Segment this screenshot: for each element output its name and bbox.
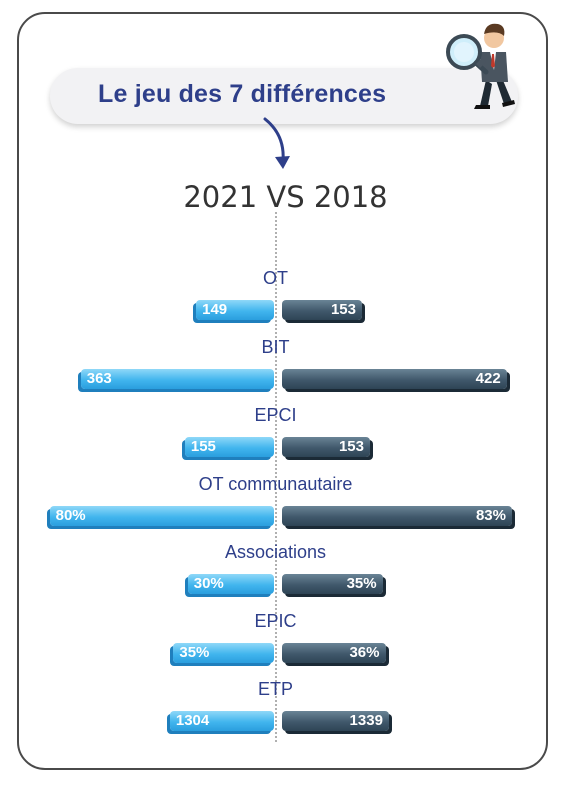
category-label: BIT xyxy=(261,336,290,357)
chart-subtitle: 2021 VS 2018 xyxy=(183,180,388,214)
bar-2018: 153 xyxy=(282,300,362,320)
bar-2021: 80% xyxy=(49,505,274,526)
category-label: OT xyxy=(263,268,288,288)
bar-2018: 36% xyxy=(282,642,386,663)
category-label: OT communautaire xyxy=(198,473,353,494)
category-label: ETP xyxy=(257,679,293,699)
bar-2018: 422 xyxy=(282,368,507,389)
bar-2018: 83% xyxy=(282,505,512,526)
category-label: EPCI xyxy=(254,405,297,425)
bar-2018: 153 xyxy=(282,437,370,457)
curved-down-arrow-icon xyxy=(263,117,290,169)
page-title: Le jeu des 7 différences xyxy=(98,80,387,108)
bar-2021: 363 xyxy=(80,368,274,389)
bar-2021: 1304 xyxy=(169,711,274,731)
bar-2018: 1339 xyxy=(282,711,389,731)
bar-2021: 30% xyxy=(187,574,274,594)
detective-with-magnifier-icon xyxy=(446,23,515,109)
bar-2018: 35% xyxy=(282,574,383,594)
bar-2021: 35% xyxy=(173,642,274,663)
center-divider xyxy=(275,212,277,742)
category-label: EPIC xyxy=(254,610,297,631)
title-banner xyxy=(50,68,518,124)
category-label: Associations xyxy=(224,542,327,562)
bar-2021: 149 xyxy=(196,300,274,320)
bar-2021: 155 xyxy=(184,437,274,457)
